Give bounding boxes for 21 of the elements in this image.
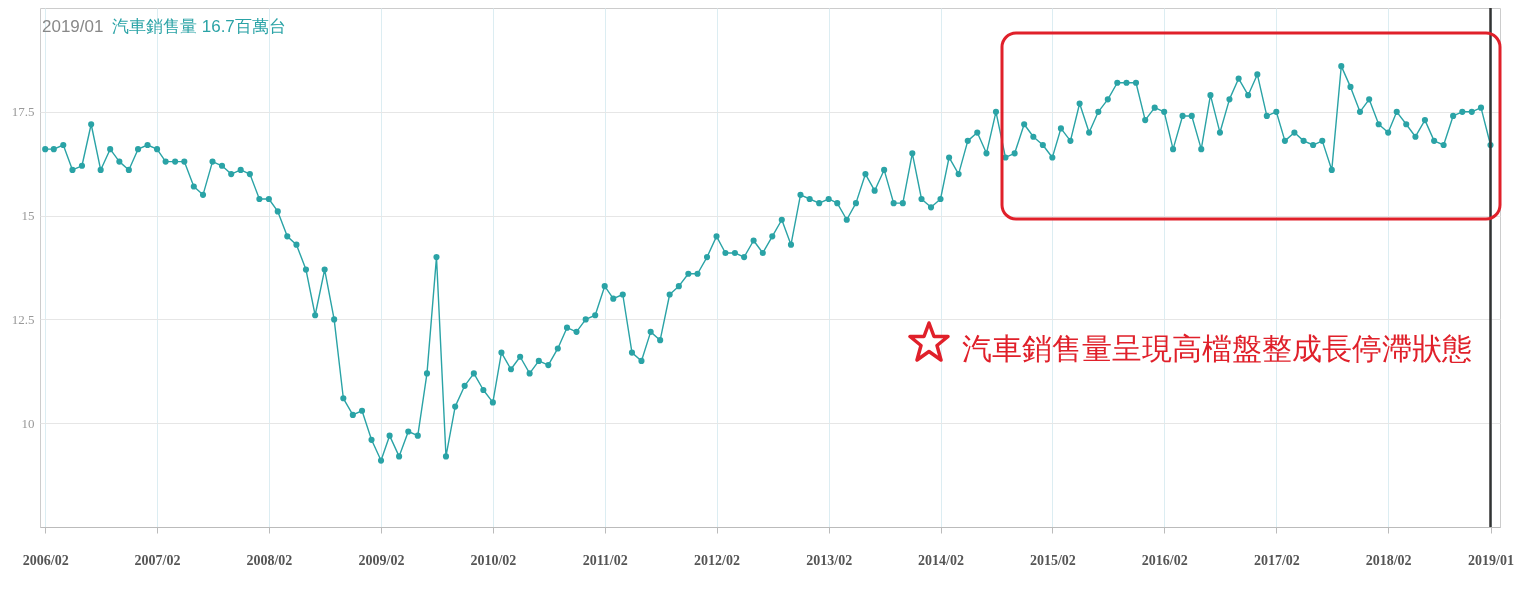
y-tick-label: 12.5 (11, 311, 35, 327)
x-tick-label: 2013/02 (806, 552, 853, 568)
x-tick-label: 2011/02 (582, 552, 628, 568)
x-tick-label: 2014/02 (918, 552, 964, 568)
x-tick-label: 2007/02 (134, 552, 181, 568)
text: 汽車銷售量 16.7百萬台 (112, 17, 286, 36)
y-tick-label: 10 (21, 415, 35, 431)
x-tick-label: 2019/01 (1468, 552, 1514, 568)
x-tick-label: 2010/02 (470, 552, 517, 568)
y-tick-label: 15 (21, 208, 35, 224)
x-tick-label: 2012/02 (694, 552, 740, 568)
x-tick-label: 2017/02 (1253, 552, 1300, 568)
text: 2019/01 (42, 17, 104, 36)
x-tick-label: 2008/02 (246, 552, 293, 568)
x-tick-label: 2009/02 (358, 552, 405, 568)
x-tick-label: 2006/02 (22, 552, 69, 568)
x-tick-label: 2015/02 (1029, 552, 1076, 568)
x-tick-label: 2018/02 (1365, 552, 1412, 568)
annotation: 汽車銷售量呈現高檔盤整成長停滯狀態 (962, 332, 1472, 365)
x-tick-label: 2016/02 (1141, 552, 1188, 568)
y-tick-label: 17.5 (11, 104, 35, 120)
